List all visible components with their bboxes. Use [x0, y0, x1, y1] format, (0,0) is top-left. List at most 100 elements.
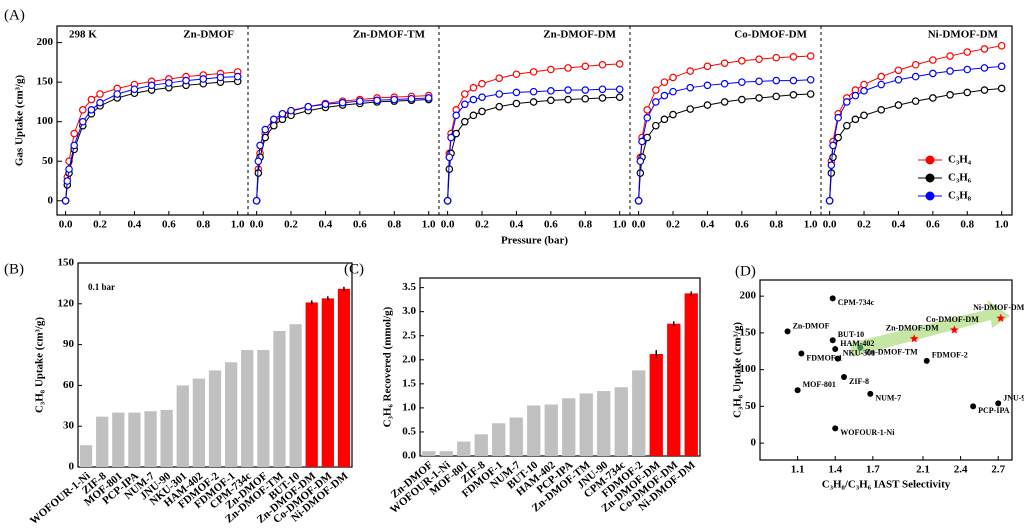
y-tick-label: 90	[63, 338, 75, 350]
data-point	[755, 55, 763, 64]
data-point	[929, 69, 937, 78]
data-point	[867, 390, 874, 397]
data-point	[806, 75, 815, 84]
data-point	[851, 91, 860, 100]
bar	[321, 298, 334, 467]
data-point	[894, 66, 903, 75]
bar	[667, 323, 681, 456]
data-point	[634, 196, 643, 205]
data-point	[877, 106, 886, 114]
y-tick-label: 2.0	[402, 353, 416, 365]
data-point	[216, 73, 225, 82]
isotherm-line	[829, 87, 1002, 201]
data-point	[615, 85, 624, 94]
data-point	[857, 344, 864, 351]
data-point	[946, 67, 954, 75]
data-point	[980, 86, 989, 94]
data-point	[469, 95, 478, 104]
panel-label: (B)	[4, 261, 24, 277]
point-label: BUT-10	[838, 330, 864, 339]
x-tick-label: 1.0	[422, 219, 436, 231]
x-tick-label: 2.4	[954, 464, 968, 476]
x-tick-label: 0.2	[284, 219, 298, 231]
data-point	[87, 95, 96, 104]
bar	[544, 404, 558, 456]
data-point	[636, 157, 645, 166]
data-point	[997, 41, 1006, 50]
data-point	[860, 111, 868, 120]
bar	[579, 393, 593, 456]
bar	[208, 370, 222, 467]
bar	[474, 434, 488, 456]
data-point	[860, 87, 868, 95]
panel-title: Zn-DMOF	[183, 29, 234, 41]
data-point	[452, 129, 461, 138]
data-point	[564, 64, 572, 72]
data-point	[643, 106, 652, 114]
data-point	[806, 90, 815, 98]
data-point	[165, 79, 173, 87]
x-tick-label: 0.8	[769, 219, 783, 231]
isotherm-line	[638, 55, 811, 201]
data-point	[755, 94, 763, 102]
data-point	[686, 67, 695, 75]
data-point	[995, 400, 1002, 407]
legend-label: C₃H₈	[948, 190, 972, 202]
data-point	[911, 97, 920, 105]
bar	[96, 416, 109, 467]
x-tick-label: 1.0	[613, 219, 627, 231]
data-point	[390, 95, 399, 104]
data-point	[547, 96, 555, 105]
x-tick-label: 0.4	[128, 219, 142, 231]
data-point	[963, 88, 972, 97]
point-label: NKU-301	[843, 348, 875, 357]
x-tick-label: 0.8	[196, 219, 210, 231]
data-point	[669, 73, 677, 82]
y-tick-label: 100	[740, 363, 757, 375]
panel-title: Zn-DMOF-DM	[543, 29, 616, 41]
bar	[422, 451, 436, 456]
data-point	[832, 425, 839, 432]
x-tick-label: 0.2	[475, 219, 489, 231]
data-point	[581, 86, 590, 94]
data-point	[772, 76, 781, 85]
point-label: HAM-402	[840, 339, 874, 348]
x-tick-label: 1.1	[791, 464, 805, 476]
x-tick-label: 0.6	[926, 219, 940, 231]
bar	[305, 302, 318, 467]
y-tick-label: 0	[48, 194, 54, 206]
data-point	[461, 100, 469, 109]
data-point	[703, 81, 712, 90]
bar	[128, 412, 141, 467]
data-point	[772, 92, 781, 101]
data-point	[789, 90, 798, 99]
x-tick-label: 0.0	[59, 219, 73, 231]
y-tick-label: 1.5	[402, 377, 416, 389]
data-point	[79, 117, 87, 126]
data-point	[87, 106, 96, 114]
bar	[144, 411, 157, 467]
data-point	[720, 98, 729, 106]
point-label: WOFOUR-1-Ni	[840, 428, 895, 437]
data-point	[946, 90, 954, 99]
data-point	[113, 90, 122, 98]
bar	[289, 324, 302, 467]
bar	[527, 405, 541, 456]
legend-marker	[925, 173, 935, 183]
bar	[192, 378, 206, 467]
bar	[439, 451, 453, 456]
bar	[632, 370, 646, 456]
point-label: Ni-DMOF-DM	[973, 303, 1024, 312]
data-point	[182, 76, 190, 85]
data-point	[970, 403, 977, 410]
bar	[614, 387, 628, 456]
data-point	[512, 88, 521, 97]
panel-title: Co-DMOF-DM	[734, 29, 807, 41]
data-point	[738, 78, 746, 86]
x-tick-label: 1.0	[995, 219, 1009, 231]
data-point	[829, 153, 837, 162]
y-tick-label: 120	[58, 297, 75, 309]
x-tick-label: 1.0	[804, 219, 818, 231]
bar	[273, 331, 286, 467]
